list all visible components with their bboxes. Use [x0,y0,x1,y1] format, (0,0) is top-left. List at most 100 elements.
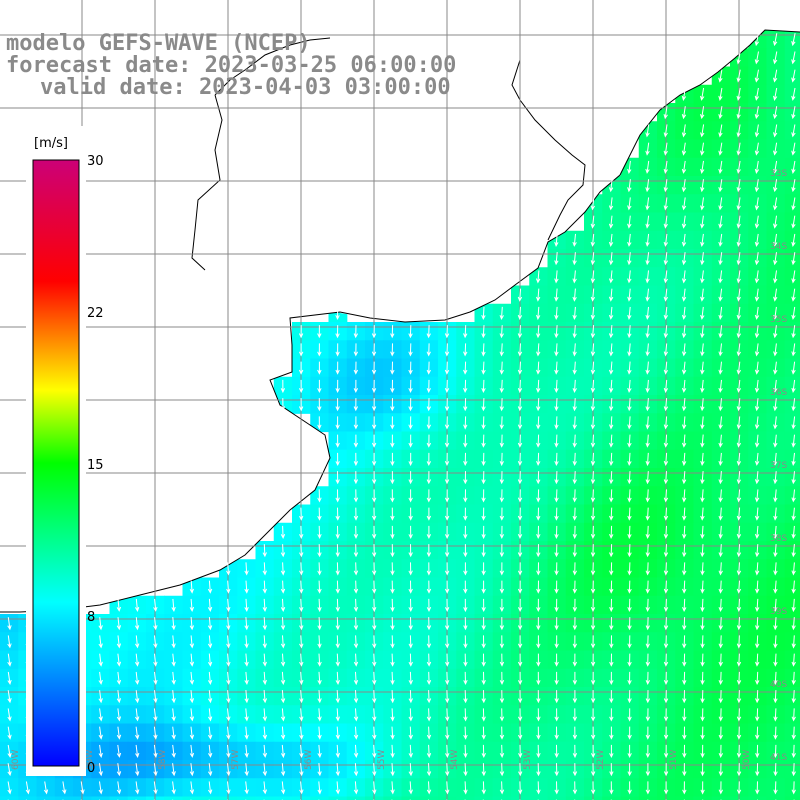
wind-arrow [736,306,742,320]
wind-arrow [317,562,322,576]
wind-arrow [627,544,632,558]
wind-arrow [645,708,651,722]
wind-arrow [408,781,413,795]
wind-arrow [408,452,413,467]
wind-arrow [499,617,505,631]
wind-arrow [590,781,596,795]
wind-arrow [773,416,778,430]
wind-arrow [608,288,614,302]
wind-arrow [517,562,523,576]
wind-arrow [408,598,413,613]
wind-arrow [718,781,724,795]
wind-cell [255,796,275,800]
wind-arrow [408,562,413,576]
wind-arrow [572,343,577,357]
wind-arrow [645,635,650,649]
wind-arrow [299,507,304,521]
wind-arrow [171,726,176,740]
wind-arrow [499,763,505,777]
wind-arrow [645,233,650,247]
wind-arrow [517,635,523,649]
lat-label: 37S [770,461,787,471]
wind-arrow [718,124,723,138]
wind-arrow [773,124,778,138]
wind-arrow [609,617,614,631]
wind-arrow [572,288,577,302]
wind-arrow [244,690,249,704]
wind-arrow [608,325,614,339]
wind-arrow [299,781,304,795]
wind-arrow [736,51,741,65]
wind-arrow [682,471,687,485]
wind-arrow [207,744,213,758]
wind-arrow [317,507,322,521]
wind-arrow [554,690,559,704]
lat-label: 36S [770,388,787,398]
wind-arrow [536,598,541,613]
wind-arrow [7,726,12,740]
wind-arrow [536,434,541,448]
colorbar-tick-label: 0 [87,761,95,776]
wind-arrow [536,288,541,302]
wind-arrow [754,179,760,193]
wind-arrow [517,398,523,412]
wind-arrow [609,379,614,394]
wind-cell [784,376,800,396]
wind-arrow [444,325,450,339]
wind-arrow [517,726,523,740]
wind-arrow [736,690,742,704]
wind-arrow [736,598,742,613]
wind-arrow [681,233,687,247]
wind-arrow [499,671,505,686]
wind-arrow [590,288,596,302]
wind-arrow [372,617,377,631]
wind-arrow [262,781,268,795]
wind-arrow [627,197,632,211]
wind-arrow [590,233,596,247]
wind-arrow [755,781,760,795]
wind-arrow [754,233,760,247]
wind-cell [565,796,585,800]
wind-cell [784,413,800,433]
wind-arrow [608,361,614,375]
wind-arrow [517,306,523,321]
wind-arrow [280,781,286,795]
wind-cell [784,559,800,579]
wind-arrow [499,398,504,412]
wind-arrow [682,708,687,722]
wind-arrow [134,635,140,649]
wind-arrow [408,471,413,485]
wind-arrow [390,617,395,631]
wind-arrow [755,708,760,722]
wind-arrow [207,763,213,777]
wind-arrow [226,726,231,740]
wind-arrow [791,653,796,667]
wind-arrow [189,708,195,722]
wind-arrow [426,617,432,631]
wind-arrow [590,325,596,339]
wind-arrow [663,379,669,394]
wind-arrow [791,51,796,65]
lon-label: 56W [304,750,314,770]
wind-arrows [7,33,796,800]
wind-arrow [7,781,12,795]
wind-arrow [517,708,523,722]
wind-arrow [244,580,249,594]
wind-cell [237,796,257,800]
wind-arrow [682,653,687,667]
wind-arrow [681,361,687,375]
wind-arrow [682,635,687,649]
wind-arrow [754,306,760,320]
wind-arrow [226,763,231,777]
wind-arrow [663,452,669,467]
wind-arrow [791,142,796,156]
wind-arrow [773,87,778,101]
wind-arrow [445,763,450,777]
wind-arrow [207,580,213,594]
wind-arrow [663,617,669,631]
wind-arrow [135,763,140,777]
wind-arrow [608,233,614,247]
wind-arrow [444,379,450,394]
wind-arrow [353,489,359,503]
wind-arrow [645,525,650,540]
